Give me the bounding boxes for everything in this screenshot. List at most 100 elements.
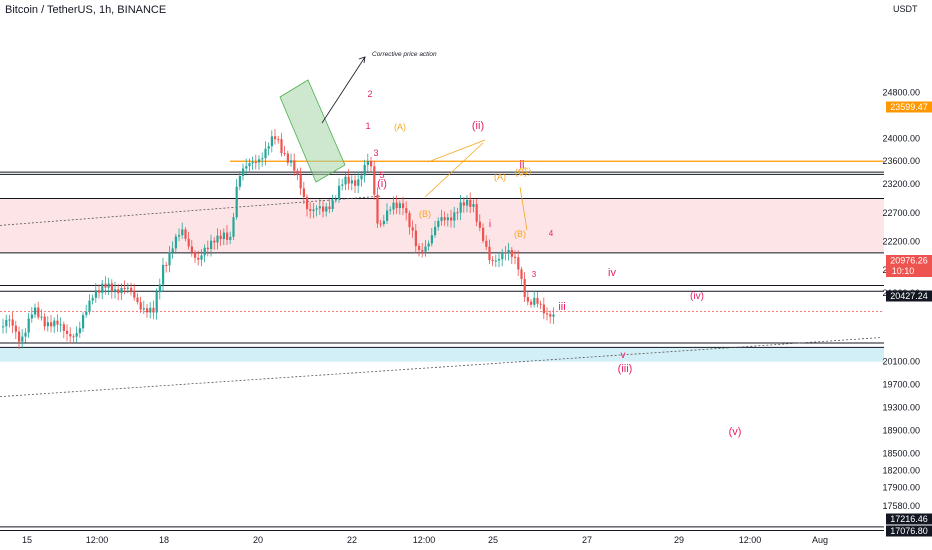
candle: [526, 297, 529, 302]
candle: [475, 204, 478, 222]
wave-c-line: [519, 186, 528, 231]
candle: [210, 240, 213, 250]
candle: [178, 235, 181, 237]
candle: [437, 220, 440, 227]
candle: [382, 220, 385, 224]
candle: [5, 320, 8, 327]
candle: [43, 316, 46, 327]
price-badge: [886, 255, 932, 277]
candle: [440, 217, 443, 221]
candle: [309, 209, 312, 211]
candle: [331, 200, 334, 210]
wave-label: 3: [532, 270, 537, 279]
candle: [469, 199, 472, 207]
candle: [363, 164, 366, 176]
y-tick-label: 20100.00: [882, 357, 920, 367]
wave-label: (i): [377, 178, 387, 190]
resistance-zone: [0, 198, 884, 253]
x-tick-label: 12:00: [413, 535, 436, 545]
candle: [213, 240, 216, 243]
wave-label: 1: [365, 121, 370, 131]
y-tick-label: 18900.00: [882, 425, 920, 435]
candle: [552, 314, 555, 317]
candle: [514, 256, 517, 258]
candle: [325, 206, 328, 212]
candle: [510, 250, 513, 257]
candle: [517, 257, 520, 270]
candle: [498, 259, 501, 261]
candle: [8, 319, 11, 321]
y-tick-label: 23200.00: [882, 179, 920, 189]
wave-label: (ii): [472, 120, 484, 132]
zones-layer: [0, 198, 884, 362]
y-tick-label: 23600.00: [882, 156, 920, 166]
candle: [347, 176, 350, 184]
candle: [136, 297, 139, 303]
candle: [299, 174, 302, 189]
candle: [427, 243, 430, 247]
candle: [296, 170, 299, 175]
candle: [350, 180, 353, 184]
price-badge: [886, 513, 932, 525]
candle: [315, 208, 318, 210]
candle: [56, 320, 59, 325]
candle: [14, 325, 17, 332]
wave-label: (iv): [690, 291, 704, 302]
candle: [226, 232, 229, 240]
candle: [69, 333, 72, 337]
candle: [21, 336, 24, 342]
candle: [395, 202, 398, 209]
wave-label: (A): [394, 122, 406, 132]
x-axis: 15 12:00 18 20 22 12:00 25 27 29 12:00 Aug: [0, 530, 884, 550]
candle: [114, 289, 117, 292]
candle: [405, 208, 408, 214]
wedge-upper: [427, 139, 486, 163]
candle: [24, 332, 27, 337]
candle: [491, 259, 494, 261]
candle: [430, 235, 433, 244]
wave-label: 2: [367, 89, 372, 99]
candle: [168, 252, 171, 266]
y-tick-label: 24000.00: [882, 133, 920, 143]
candle: [344, 176, 347, 185]
x-tick-label: 25: [488, 535, 498, 545]
candle: [398, 203, 401, 209]
y-tick-label: 19300.00: [882, 402, 920, 412]
candle: [46, 322, 49, 327]
candle: [536, 297, 539, 304]
candle: [379, 223, 382, 225]
candle: [318, 206, 321, 209]
candle: [62, 324, 65, 331]
candle: [389, 209, 392, 211]
candle: [91, 297, 94, 301]
candle: [312, 209, 315, 211]
arrow-head: [358, 56, 366, 64]
candle: [434, 226, 437, 236]
x-tick-label: 12:00: [86, 535, 109, 545]
x-tick-label: 18: [159, 535, 169, 545]
candle: [37, 307, 40, 318]
wave-label: (B): [514, 229, 526, 239]
wave-label: (C): [515, 167, 528, 177]
x-tick-label: 20: [253, 535, 263, 545]
wave-label: (C): [519, 166, 532, 176]
candle: [485, 240, 488, 247]
candle: [261, 158, 264, 160]
candle: [520, 269, 523, 279]
candle: [424, 246, 427, 252]
candle: [197, 257, 200, 260]
candle: [504, 252, 507, 254]
candle: [283, 153, 286, 155]
candle: [203, 247, 206, 256]
candle: [40, 316, 43, 318]
candle: [66, 330, 69, 334]
candle: [130, 287, 133, 292]
candle: [462, 202, 465, 206]
candle: [11, 319, 14, 326]
candle: [245, 166, 248, 169]
candle: [523, 278, 526, 298]
candle: [280, 139, 283, 154]
candle: [104, 283, 107, 288]
trendlines-layer: Corrective price action: [0, 51, 881, 398]
